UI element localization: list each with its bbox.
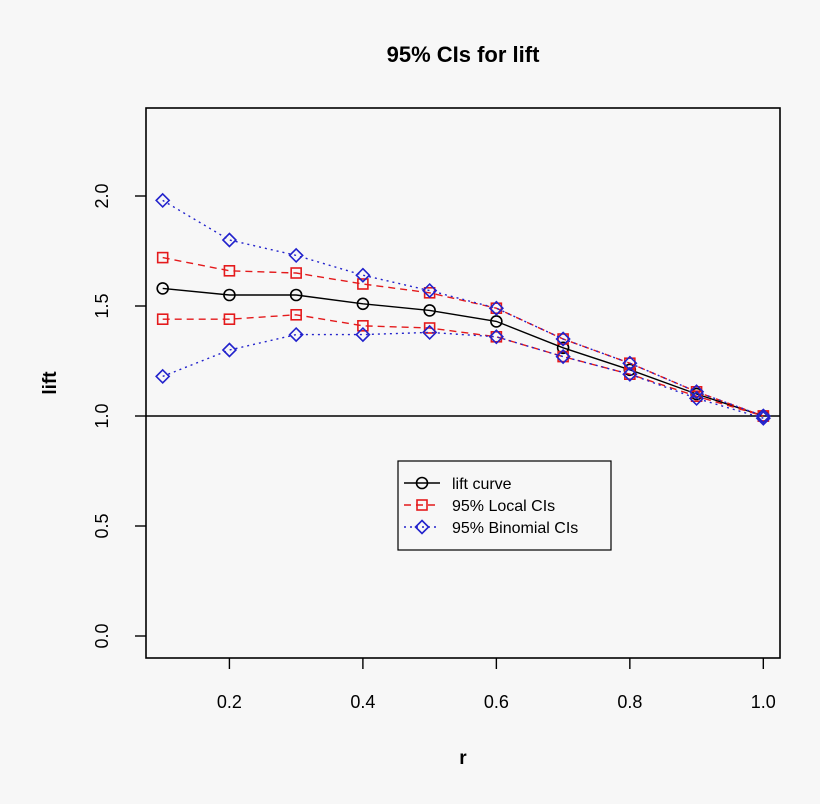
data-point xyxy=(155,368,171,385)
series-line-0 xyxy=(162,287,764,417)
data-point xyxy=(622,366,638,382)
series-line-2 xyxy=(162,199,764,417)
y-axis: 0.0 0.5 1.0 1.5 2.0 xyxy=(92,183,146,649)
data-point xyxy=(555,348,571,365)
y-tick-label: 2.0 xyxy=(92,183,112,208)
data-point xyxy=(688,384,705,400)
data-point xyxy=(357,278,369,290)
data-point xyxy=(488,329,504,345)
data-point xyxy=(557,350,569,363)
series-line-2-lower xyxy=(162,331,764,419)
data-point xyxy=(156,282,169,295)
data-point xyxy=(355,326,371,343)
legend-marker xyxy=(414,519,430,535)
x-tick-label: 0.8 xyxy=(617,692,642,712)
data-point xyxy=(688,390,705,407)
y-tick-label: 0.0 xyxy=(92,623,112,648)
data-point xyxy=(422,324,438,341)
series-2 xyxy=(155,192,771,426)
legend-label: 95% Local CIs xyxy=(452,498,555,515)
data-point xyxy=(288,247,304,264)
data-point xyxy=(423,304,436,317)
data-point xyxy=(223,288,236,302)
data-point xyxy=(223,313,236,326)
legend-label: 95% Binomial CIs xyxy=(452,520,578,537)
x-tick-label: 1.0 xyxy=(751,692,776,712)
y-tick-label: 1.0 xyxy=(92,403,112,428)
data-point xyxy=(355,267,371,283)
data-point xyxy=(290,308,302,321)
data-point xyxy=(755,408,771,424)
data-point xyxy=(422,282,438,299)
series-line-1-lower xyxy=(162,314,764,417)
x-tick-label: 0.6 xyxy=(484,692,509,712)
x-tick-label: 0.4 xyxy=(350,692,375,712)
data-point xyxy=(423,322,436,334)
data-point xyxy=(556,341,570,355)
data-point xyxy=(156,251,169,264)
data-point xyxy=(622,355,638,371)
data-point xyxy=(357,319,369,332)
series-0 xyxy=(156,282,770,423)
data-point xyxy=(289,288,303,302)
data-point xyxy=(555,331,571,347)
data-point xyxy=(288,326,304,343)
data-point xyxy=(356,297,370,311)
data-point xyxy=(221,342,238,358)
legend: lift curve 95% Local CIs 95% Binomial CIs xyxy=(397,460,612,551)
x-axis-label: r xyxy=(459,748,467,769)
legend-label: lift curve xyxy=(452,476,512,493)
series-group xyxy=(155,192,771,426)
data-point xyxy=(490,302,503,315)
y-tick-label: 1.5 xyxy=(92,293,112,318)
data-point xyxy=(156,313,169,326)
data-point xyxy=(155,192,171,209)
x-axis: 0.2 0.4 0.6 0.8 1.0 xyxy=(217,658,776,712)
data-point xyxy=(221,232,238,248)
data-point xyxy=(490,315,503,328)
data-point xyxy=(488,300,504,316)
data-point xyxy=(290,267,302,279)
data-point xyxy=(223,264,236,277)
x-tick-label: 0.2 xyxy=(217,692,242,712)
plot-frame xyxy=(145,107,781,659)
data-point xyxy=(755,410,771,426)
data-point xyxy=(490,330,503,343)
chart-title: 95% CIs for lift xyxy=(387,42,540,67)
y-axis-label: lift xyxy=(40,371,61,395)
y-tick-label: 0.5 xyxy=(92,513,112,538)
series-1 xyxy=(156,251,770,422)
series-line-1 xyxy=(162,256,764,417)
data-point xyxy=(557,333,569,345)
legend-marker xyxy=(415,476,429,490)
legend-marker xyxy=(416,499,428,511)
